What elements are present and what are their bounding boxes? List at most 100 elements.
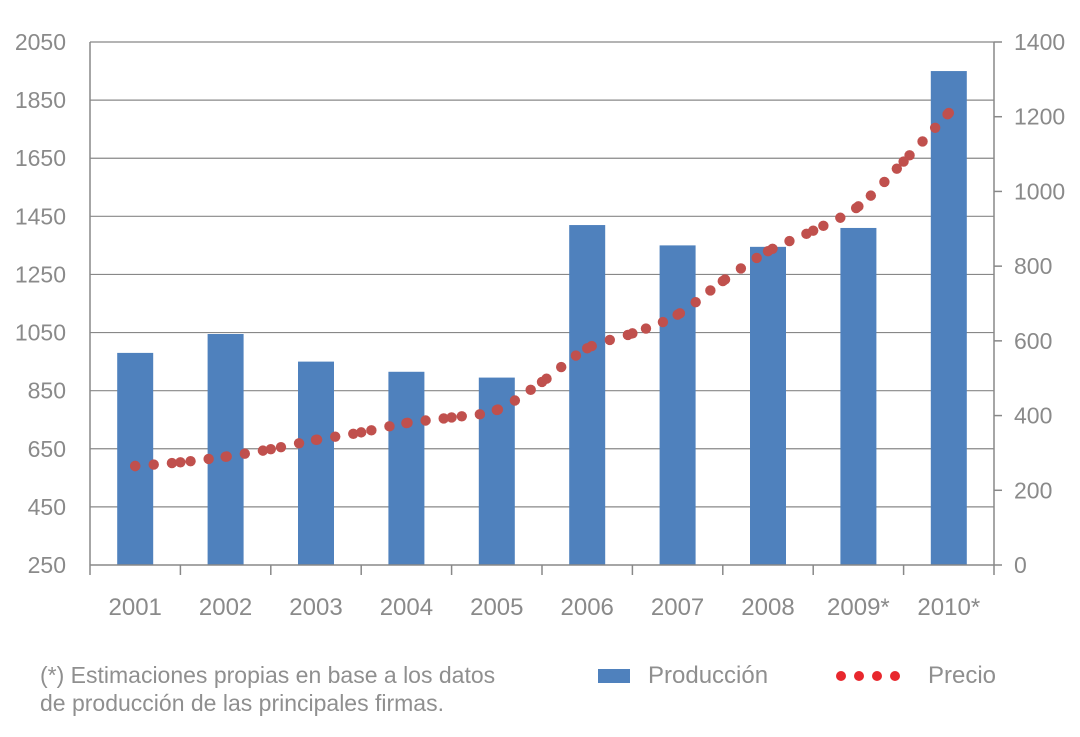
price-dot [556, 361, 567, 373]
price-dot [525, 384, 536, 396]
x-tick-label: 2005 [470, 594, 523, 621]
y-tick-label: 2050 [15, 29, 66, 55]
legend-dot [854, 671, 864, 681]
legend-dot [872, 671, 882, 681]
x-tick-label: 2002 [199, 594, 252, 621]
price-dot [438, 413, 449, 424]
y2-tick-label: 0 [1014, 552, 1027, 578]
price-dot [751, 252, 762, 264]
bar-series [117, 71, 967, 566]
price-point [672, 309, 683, 320]
chart: 2050 1850 1650 1450 1250 1050 850 650 450 250 140… [15, 29, 1065, 621]
y2-tick-label: 800 [1014, 253, 1052, 279]
x-tick-label: 2007 [651, 594, 704, 621]
right-axis-ticks: 1400 1200 1000 800 600 400 200 0 [1014, 29, 1065, 578]
legend-bar-swatch [598, 669, 630, 683]
price-dot [929, 122, 941, 133]
price-dot [640, 323, 652, 334]
legend-label-produccion: Producción [648, 662, 769, 689]
price-dot [509, 395, 521, 406]
price-point [265, 443, 276, 455]
left-axis-ticks: 2050 1850 1650 1450 1250 1050 850 650 450 250 [15, 29, 66, 578]
price-dot [891, 163, 903, 174]
price-point [356, 427, 367, 438]
price-point [536, 376, 548, 388]
price-dot [879, 176, 890, 188]
price-dot [384, 421, 395, 432]
price-point [582, 343, 593, 354]
price-dot [330, 431, 341, 442]
footnote-line-2: de producción de las principales firmas. [40, 690, 444, 716]
footnote-line-1: (*) Estimaciones propias en base a los d… [40, 662, 496, 688]
y2-tick-label: 600 [1014, 328, 1052, 354]
y-tick-label: 1450 [15, 203, 66, 229]
price-point [808, 225, 819, 236]
legend-dot [890, 671, 900, 681]
legend-item-precio: Precio [836, 661, 996, 691]
price-point [491, 404, 502, 416]
bar [659, 245, 696, 565]
x-tick-label: 2010* [917, 594, 980, 621]
price-dot [865, 190, 877, 201]
x-tick-label: 2004 [380, 594, 433, 621]
bar [840, 227, 877, 565]
y2-tick-label: 1400 [1014, 29, 1065, 55]
bar [930, 71, 967, 566]
price-point [943, 107, 954, 119]
y-tick-label: 1650 [15, 145, 66, 171]
price-dot [784, 235, 795, 247]
x-tick-label: 2001 [109, 594, 162, 621]
price-dot [917, 136, 928, 147]
price-dot [203, 453, 214, 465]
price-dot [239, 448, 251, 459]
y-tick-label: 250 [28, 552, 66, 578]
price-point [898, 156, 909, 167]
price-dot [148, 459, 159, 470]
price-dot [275, 441, 287, 453]
price-dot [657, 316, 669, 328]
price-point [627, 328, 638, 339]
price-dot [456, 411, 467, 422]
y-tick-label: 450 [28, 494, 66, 520]
price-dot [818, 220, 829, 232]
legend-dot [836, 671, 846, 681]
bar [750, 246, 786, 565]
price-dot [474, 409, 486, 420]
price-dot [366, 425, 377, 436]
x-tick-label: 2003 [289, 594, 342, 621]
price-dot [570, 350, 582, 361]
y2-tick-label: 1000 [1014, 178, 1065, 204]
price-dot [735, 263, 747, 274]
x-tick-label: 2008 [741, 594, 794, 621]
y-tick-label: 1050 [15, 320, 66, 346]
price-dot [705, 285, 716, 296]
y2-tick-label: 400 [1014, 403, 1052, 429]
price-dot [293, 438, 305, 449]
y2-tick-label: 200 [1014, 477, 1052, 503]
bar [569, 225, 606, 566]
price-point [220, 451, 231, 462]
bar [298, 361, 334, 565]
x-tick-label: 2009* [827, 594, 890, 621]
x-axis-ticks: 2001 2002 2003 2004 2005 2006 2007 2008 2009* 201… [109, 594, 981, 621]
price-dot [348, 428, 359, 439]
price-dot [690, 296, 701, 308]
x-tick-label: 2006 [561, 594, 614, 621]
price-dot [835, 212, 846, 223]
price-dot [185, 455, 196, 467]
price-point [717, 275, 728, 287]
price-point [310, 434, 322, 446]
axes [89, 41, 1002, 575]
y-tick-label: 1250 [15, 261, 66, 287]
y-tick-label: 850 [28, 378, 66, 404]
price-dot [420, 415, 431, 426]
price-point [130, 460, 141, 472]
bar [388, 371, 425, 565]
y-tick-label: 650 [28, 436, 66, 462]
price-point [762, 246, 774, 257]
legend-dots-swatch [836, 671, 908, 681]
legend-item-produccion: Producción [598, 661, 768, 691]
price-point [175, 457, 186, 468]
y2-tick-label: 1200 [1014, 104, 1065, 130]
price-point [401, 417, 412, 429]
